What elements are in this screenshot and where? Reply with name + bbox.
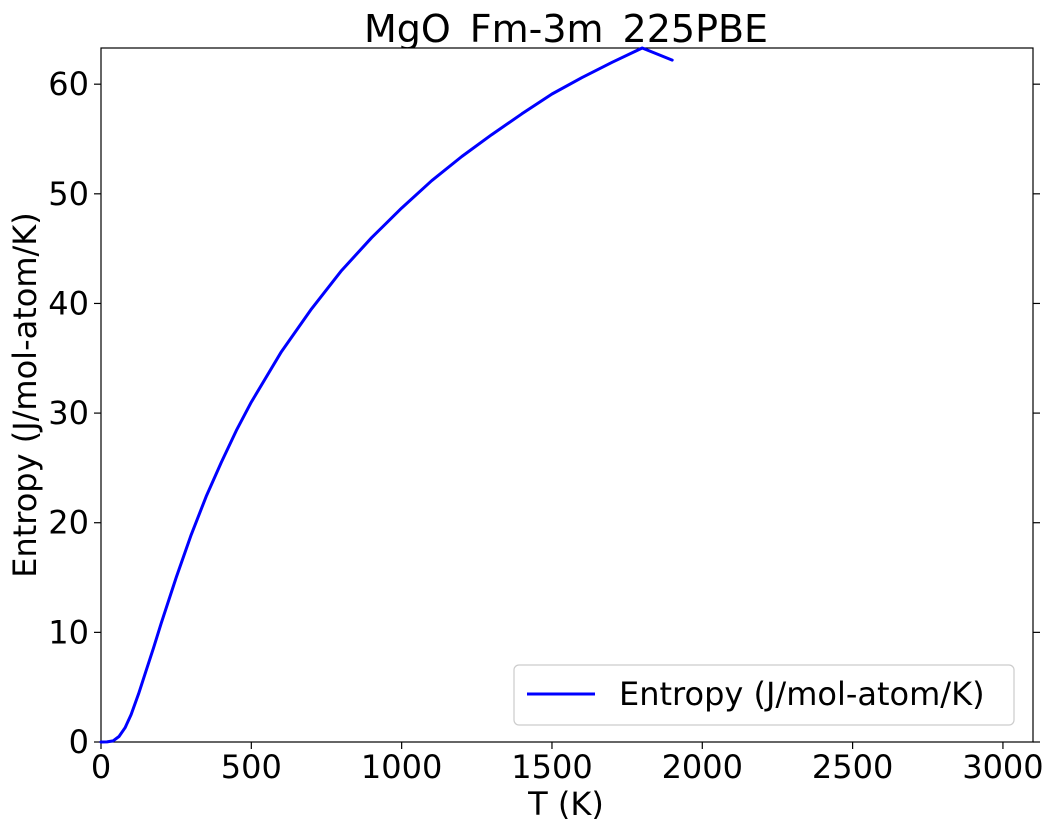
x-tick-label: 2000 — [662, 748, 743, 786]
chart-title: MgO_Fm-3m_225PBE — [364, 7, 768, 51]
x-axis-label: T (K) — [527, 785, 604, 823]
x-axis-ticks: 0 500 1000 1500 2000 2500 3000 — [91, 742, 1044, 786]
plot-area — [100, 47, 1034, 743]
y-tick-label: 10 — [48, 613, 89, 651]
y-tick-label: 20 — [48, 504, 89, 542]
y-tick-label: 50 — [48, 175, 89, 213]
entropy-series-line — [99, 46, 674, 744]
x-tick-label: 500 — [221, 748, 282, 786]
x-tick-label: 0 — [91, 748, 111, 786]
x-tick-label: 3000 — [962, 748, 1043, 786]
legend-box — [513, 664, 1015, 726]
legend: Entropy (J/mol-atom/K) — [513, 664, 1015, 726]
x-tick-label: 1000 — [361, 748, 442, 786]
legend-label: Entropy (J/mol-atom/K) — [619, 675, 985, 713]
x-tick-label: 2500 — [812, 748, 893, 786]
y-tick-label: 40 — [48, 284, 89, 322]
y-tick-label: 60 — [48, 65, 89, 103]
y-tick-label: 30 — [48, 394, 89, 432]
y-tick-label: 0 — [69, 723, 89, 761]
x-tick-label: 1500 — [511, 748, 592, 786]
y-axis-label: Entropy (J/mol-atom/K) — [6, 212, 44, 578]
y-axis-ticks: 0 10 20 30 40 50 60 — [48, 65, 1040, 761]
series-layer — [99, 46, 674, 744]
